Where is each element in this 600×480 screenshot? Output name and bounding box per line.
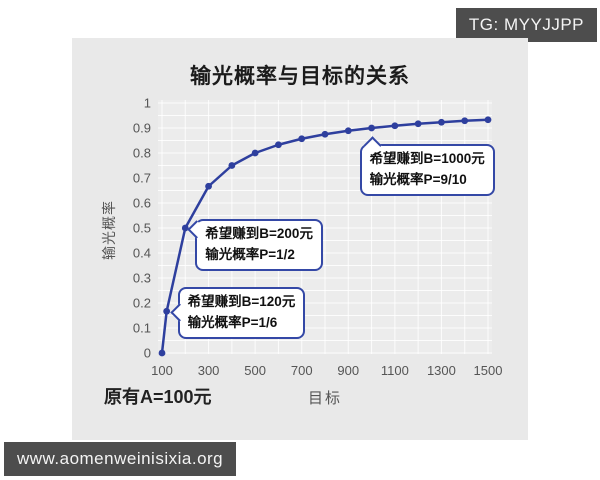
x-tick-label: 900	[337, 363, 359, 378]
probability-curve	[160, 118, 489, 354]
callout-annotation: 希望赚到B=1000元 输光概率P=9/10	[359, 136, 495, 196]
data-point	[298, 135, 306, 143]
y-tick-label: 0.5	[133, 221, 151, 236]
y-tick-label: 0.9	[133, 121, 151, 136]
data-point	[344, 127, 352, 135]
data-point	[251, 149, 259, 157]
callout-line: 希望赚到B=120元	[187, 294, 296, 310]
y-tick-label: 0.8	[133, 146, 151, 161]
callout-line: 输光概率P=9/10	[369, 171, 467, 187]
x-tick-label: 700	[291, 363, 313, 378]
y-tick-label: 0.1	[133, 321, 151, 336]
y-axis-label: 输光概率	[101, 200, 117, 260]
x-tick-label: 500	[244, 363, 266, 378]
callout-annotation: 希望赚到B=200元 输光概率P=1/2	[187, 219, 323, 271]
y-tick-label: 0.2	[133, 296, 151, 311]
website-watermark-badge: www.aomenweinisixia.org	[4, 442, 237, 476]
data-point	[158, 349, 166, 357]
data-point	[414, 120, 422, 128]
y-tick-label: 0.3	[133, 271, 151, 286]
data-point	[181, 224, 189, 232]
y-tick-label: 0.6	[133, 196, 151, 211]
callout-line: 希望赚到B=200元	[205, 226, 313, 241]
x-tick-label: 1100	[381, 363, 409, 378]
x-tick-label: 1500	[474, 363, 503, 378]
data-point	[205, 182, 212, 190]
data-point	[163, 307, 171, 315]
callout-annotation: 希望赚到B=120元 输光概率P=1/6	[169, 287, 306, 340]
data-point	[461, 117, 469, 125]
y-tick-label: 0.7	[133, 171, 151, 186]
y-tick-label: 1	[144, 96, 151, 111]
callout-line: 输光概率P=1/6	[187, 315, 278, 331]
data-point	[438, 118, 445, 126]
callout-line: 输光概率P=1/2	[205, 246, 295, 262]
x-axis-label: 目标	[307, 390, 342, 407]
data-point	[484, 116, 492, 124]
x-tick-label: 300	[198, 363, 220, 378]
x-tick-label: 1300	[427, 363, 456, 378]
telegram-watermark-badge: TG: MYYJJPP	[455, 8, 597, 42]
chart-title: 输光概率与目标的关系	[190, 65, 410, 88]
x-tick-label: 100	[151, 363, 173, 378]
data-point	[368, 124, 375, 132]
callout-line: 希望赚到B=1000元	[369, 151, 485, 166]
initial-capital-note: 原有A=100元	[104, 387, 212, 407]
y-tick-label: 0	[144, 346, 151, 361]
chart-card: 输光概率与目标的关系 0 0.1 0.2 0.3 0.4 0.5 0.6 0.7 0.8 0.9 1…	[72, 38, 528, 440]
y-tick-label: 0.4	[133, 246, 151, 261]
data-point	[228, 162, 236, 169]
data-point	[391, 122, 399, 130]
data-point	[275, 141, 282, 149]
data-point	[321, 130, 329, 138]
